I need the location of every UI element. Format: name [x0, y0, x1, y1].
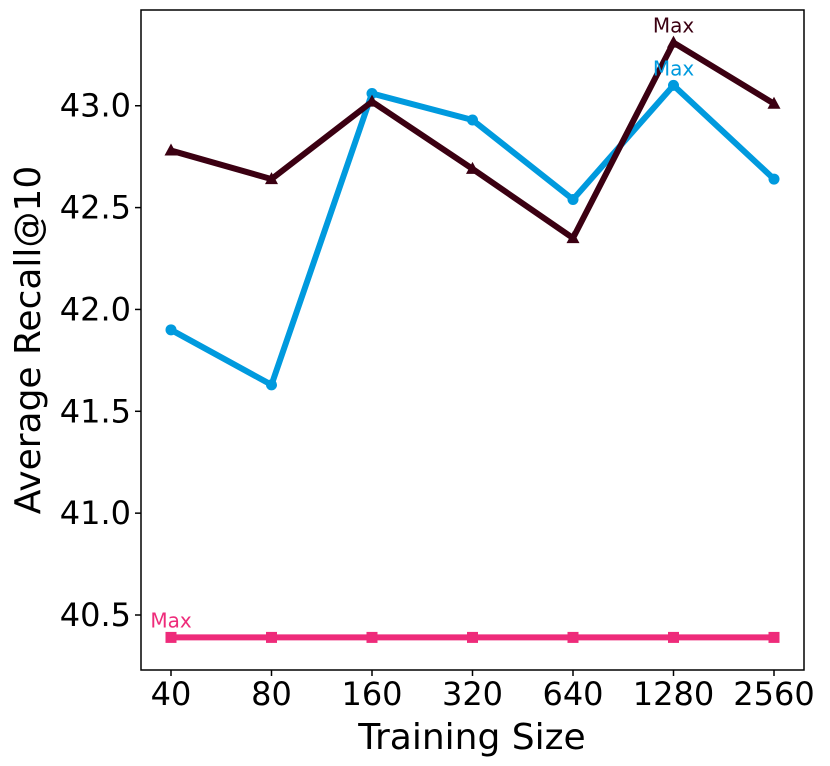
series-layer [164, 35, 781, 643]
data-point [266, 379, 277, 391]
y-tick-label: 43.0 [60, 87, 131, 125]
max-annotation: Max [150, 608, 192, 632]
data-point [567, 193, 579, 205]
annotation-layer: Max Max Max [150, 14, 694, 633]
x-tick-label: 40 [151, 675, 192, 713]
y-tick-label: 40.5 [60, 596, 131, 634]
data-point [467, 631, 478, 643]
x-tick-label: 1280 [633, 675, 714, 713]
series-line [169, 81, 777, 390]
y-tick-label: 42.5 [60, 189, 131, 227]
series-3 [165, 631, 780, 643]
data-point [467, 114, 478, 126]
data-point [366, 631, 378, 643]
max-annotation: Max [653, 14, 695, 38]
data-point [668, 79, 679, 91]
data-point [466, 161, 479, 174]
data-point [365, 94, 379, 107]
data-point [165, 631, 177, 643]
data-point [165, 324, 177, 336]
data-point [164, 143, 178, 156]
data-point [266, 631, 277, 643]
x-tick-label: 320 [442, 675, 503, 713]
x-axis-ticks: 40 80 160 320 640 1280 2560 [151, 670, 815, 713]
data-point [265, 172, 278, 185]
plot-frame [140, 9, 805, 671]
y-tick-label: 41.0 [60, 494, 131, 532]
y-axis-label: Average Recall@10 [8, 166, 49, 515]
x-axis-label: Training Size [357, 717, 585, 758]
series-1 [165, 79, 780, 391]
data-point [566, 231, 580, 244]
x-tick-label: 80 [251, 675, 292, 713]
data-point [767, 96, 781, 109]
y-axis-ticks: 40.5 41.0 41.5 42.0 42.5 43.0 [60, 87, 141, 634]
x-tick-label: 640 [542, 675, 603, 713]
data-point [567, 631, 579, 643]
data-point [768, 631, 780, 643]
x-tick-label: 160 [341, 675, 402, 713]
data-point [667, 35, 680, 48]
data-point [668, 631, 679, 643]
y-tick-label: 41.5 [60, 392, 131, 430]
data-point [366, 88, 378, 100]
series-2 [164, 35, 781, 244]
max-annotation: Max [653, 56, 695, 80]
x-tick-label: 2560 [733, 675, 814, 713]
y-tick-label: 42.0 [60, 290, 131, 328]
data-point [768, 173, 780, 185]
